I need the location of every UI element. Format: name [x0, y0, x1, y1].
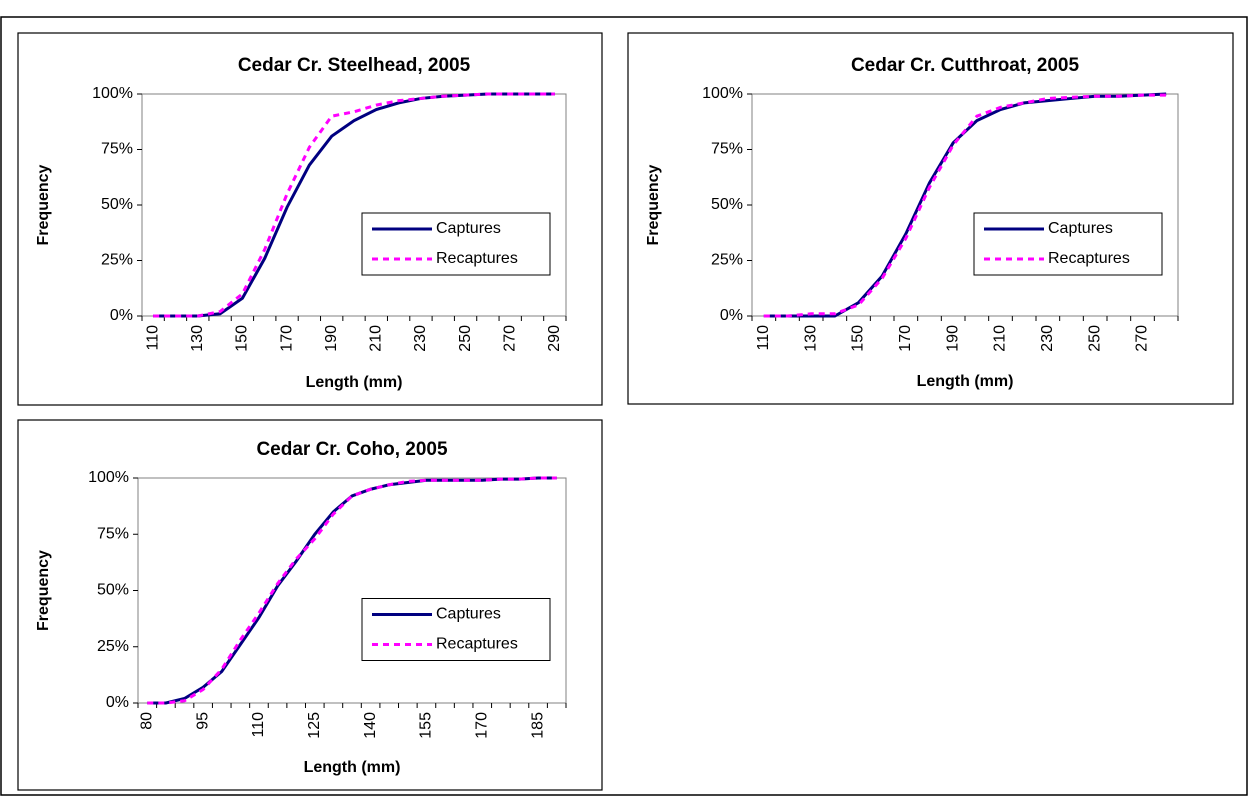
y-tick-label: 0% — [110, 307, 133, 324]
y-tick-label: 75% — [711, 141, 743, 158]
y-tick-label: 50% — [711, 196, 743, 213]
series-line — [763, 93, 1167, 318]
legend-label: Recaptures — [1048, 250, 1130, 267]
axis-title: Length (mm) — [306, 374, 403, 391]
axis-title: Frequency — [645, 164, 662, 245]
x-tick-label: 110 — [755, 325, 772, 351]
legend-box — [361, 212, 551, 276]
y-tick-label: 0% — [720, 307, 743, 324]
legend-label: Recaptures — [436, 250, 518, 267]
legend-label: Captures — [436, 220, 501, 237]
y-tick-label: 100% — [92, 85, 133, 102]
x-tick-label: 210 — [992, 325, 1009, 352]
y-tick-label: 25% — [711, 252, 743, 269]
x-tick-label: 140 — [362, 712, 379, 739]
chart-title: Cedar Cr. Cutthroat, 2005 — [851, 55, 1079, 76]
y-tick-label: 0% — [106, 694, 129, 711]
legend-box — [361, 598, 551, 661]
x-tick-label: 150 — [850, 325, 867, 352]
series-line — [147, 476, 557, 705]
x-tick-label: 190 — [323, 325, 340, 352]
x-tick-label: 250 — [1086, 325, 1103, 352]
x-tick-label: 130 — [189, 325, 206, 352]
x-tick-label: 185 — [529, 712, 546, 739]
x-tick-label: 230 — [412, 325, 429, 352]
series-line — [153, 92, 555, 318]
x-tick-label: 80 — [139, 712, 156, 730]
legend-box — [973, 212, 1163, 276]
x-tick-label: 210 — [368, 325, 385, 352]
x-tick-label: 250 — [457, 325, 474, 352]
x-tick-label: 170 — [278, 325, 295, 352]
x-tick-label: 130 — [802, 325, 819, 352]
x-tick-label: 125 — [306, 712, 323, 739]
y-tick-label: 50% — [101, 196, 133, 213]
x-tick-label: 170 — [473, 712, 490, 739]
axis-title: Length (mm) — [917, 373, 1014, 390]
page-frame — [0, 16, 1248, 796]
x-tick-label: 230 — [1039, 325, 1056, 352]
legend-label: Captures — [1048, 220, 1113, 237]
y-tick-label: 100% — [88, 469, 129, 486]
x-tick-label: 150 — [234, 325, 251, 352]
legend-label: Recaptures — [436, 636, 518, 653]
axis-title: Length (mm) — [304, 759, 401, 776]
axis-title: Frequency — [35, 550, 52, 631]
chart-title: Cedar Cr. Coho, 2005 — [256, 439, 448, 460]
legend-label: Captures — [436, 606, 501, 623]
x-tick-label: 270 — [501, 325, 518, 352]
y-tick-label: 25% — [97, 638, 129, 655]
x-tick-label: 190 — [944, 325, 961, 352]
y-tick-label: 75% — [97, 525, 129, 542]
y-tick-label: 100% — [702, 85, 743, 102]
axis-title: Frequency — [35, 164, 52, 245]
x-tick-label: 270 — [1134, 325, 1151, 352]
y-tick-label: 50% — [97, 582, 129, 599]
x-tick-label: 95 — [194, 712, 211, 730]
y-tick-label: 75% — [101, 141, 133, 158]
chart-title: Cedar Cr. Steelhead, 2005 — [238, 55, 471, 76]
x-tick-label: 110 — [250, 712, 267, 738]
x-tick-label: 110 — [144, 325, 161, 351]
x-tick-label: 170 — [897, 325, 914, 352]
x-tick-label: 290 — [546, 325, 563, 352]
x-tick-label: 155 — [418, 712, 435, 739]
y-tick-label: 25% — [101, 252, 133, 269]
